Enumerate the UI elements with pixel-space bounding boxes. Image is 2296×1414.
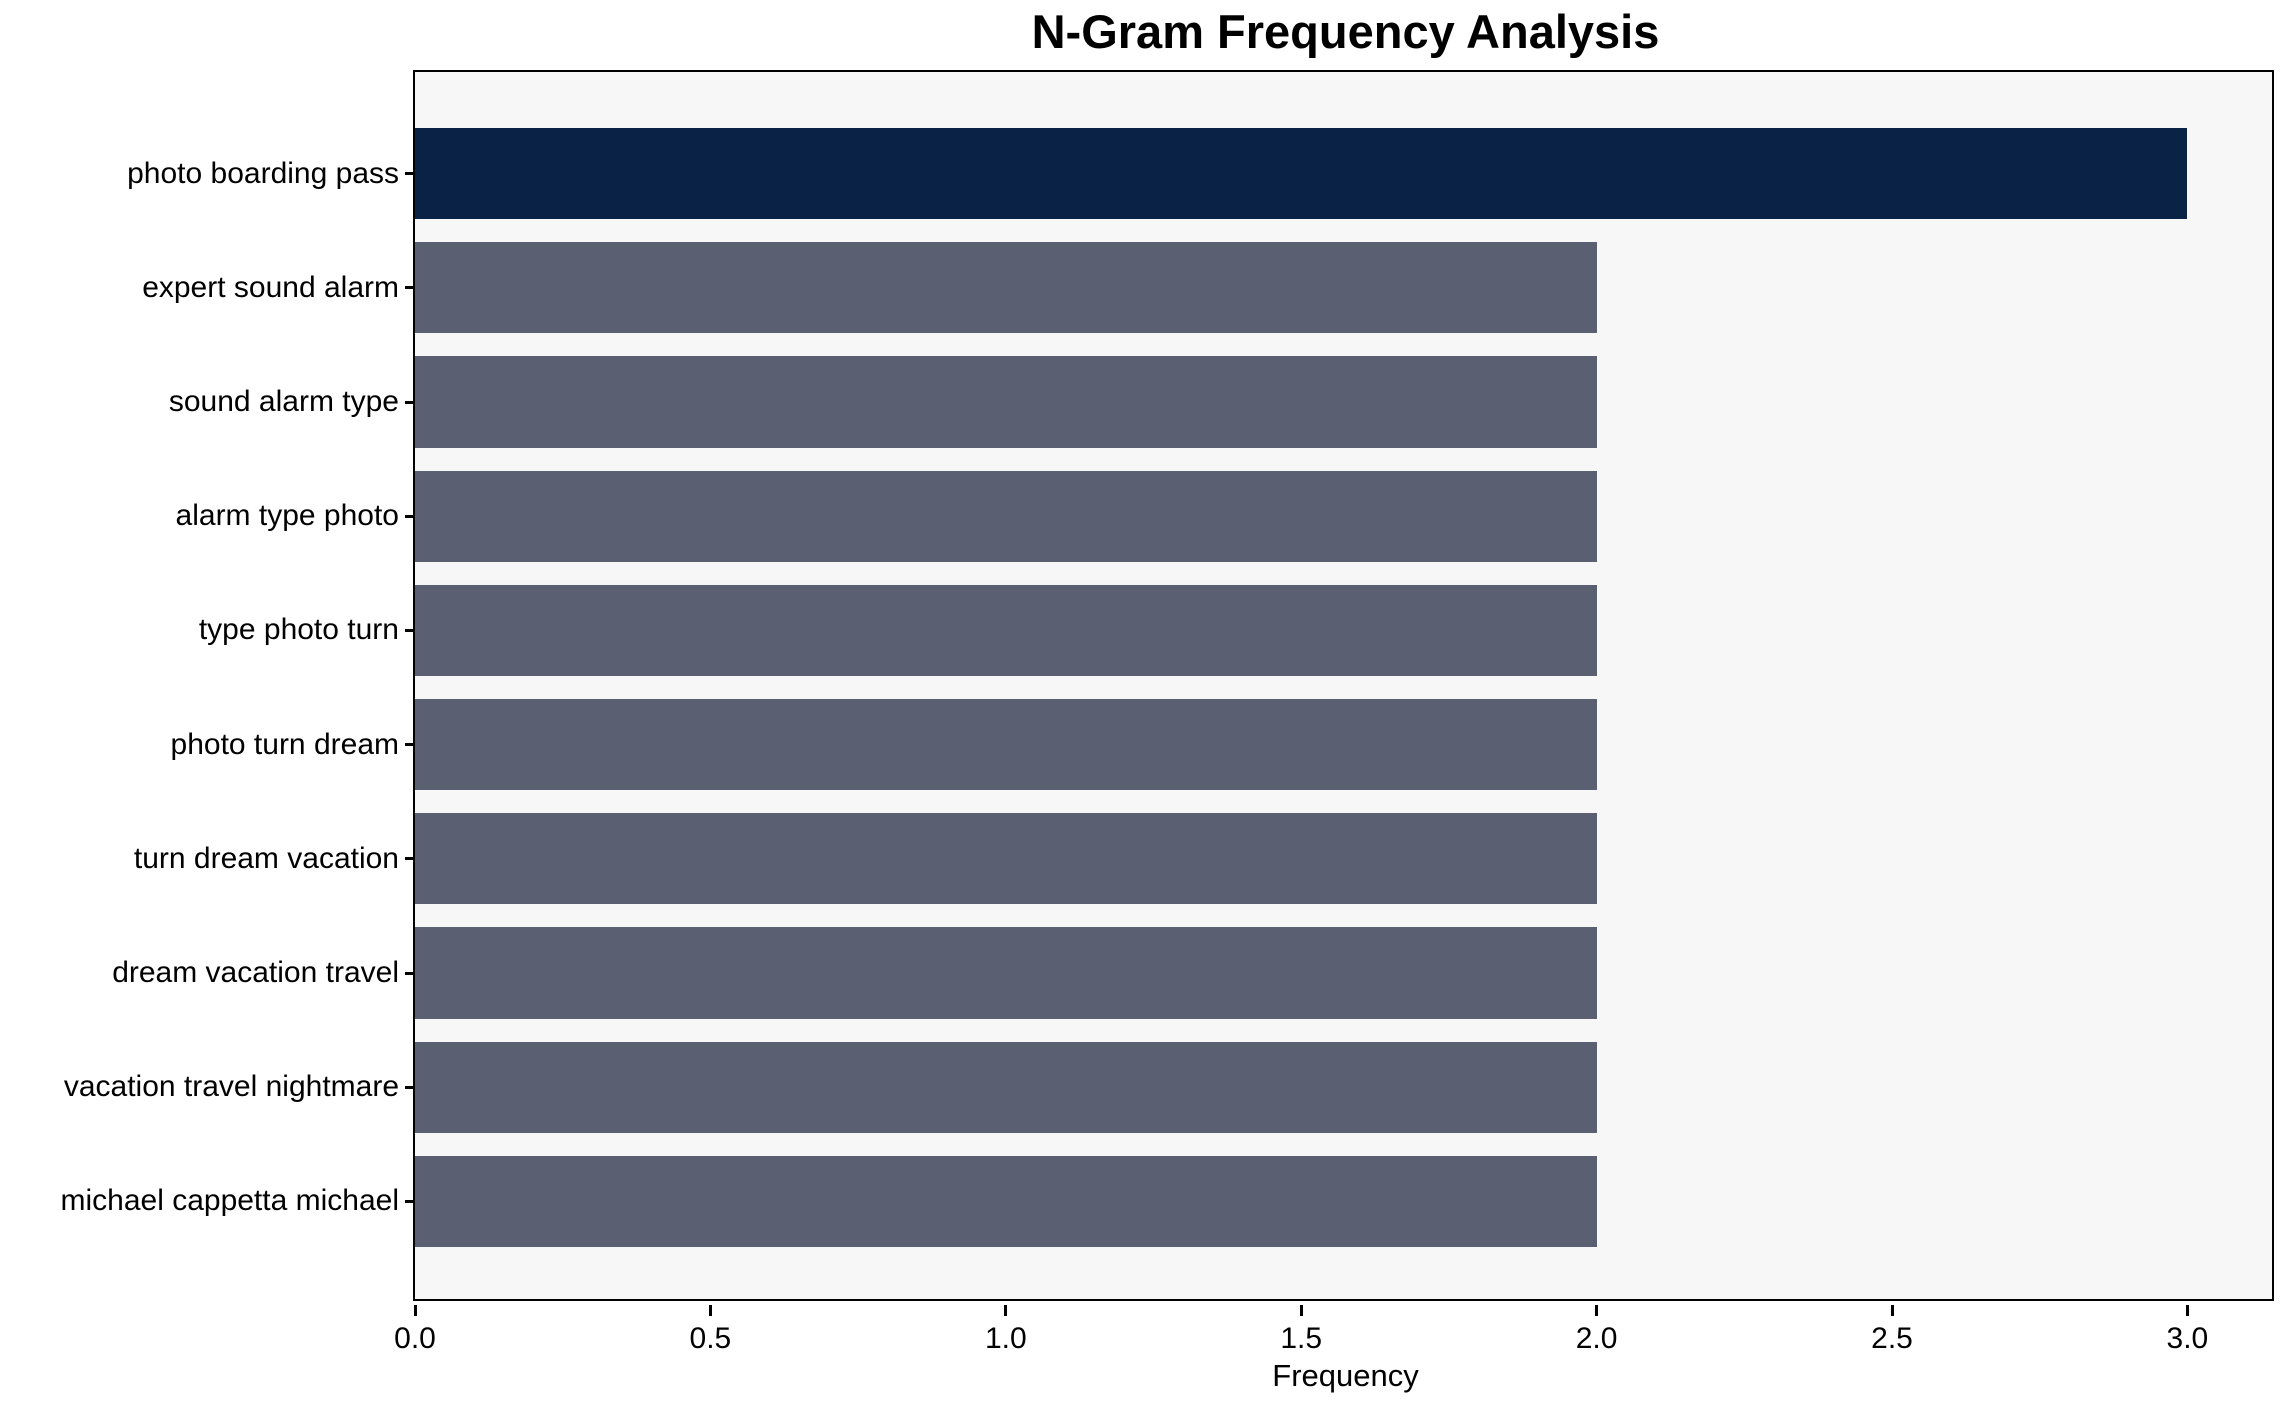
y-tick-mark <box>405 1085 415 1089</box>
x-tick-label: 2.0 <box>1575 1322 1618 1355</box>
plot-area <box>413 70 2274 1301</box>
y-tick-label: alarm type photo <box>175 499 399 533</box>
bar-expert-sound-alarm <box>415 242 1597 334</box>
y-tick-label: turn dream vacation <box>133 841 399 875</box>
x-tick-mark <box>1299 1305 1303 1316</box>
x-tick-mark <box>1004 1305 1008 1316</box>
y-tick-label: photo boarding pass <box>127 156 399 190</box>
x-tick-mark <box>2185 1305 2189 1316</box>
x-axis-title: Frequency <box>1272 1358 1419 1393</box>
y-tick-mark <box>405 514 415 518</box>
x-tick-mark <box>1890 1305 1894 1316</box>
x-tick-label: 3.0 <box>2166 1322 2209 1355</box>
bar-michael-cappetta-michael <box>415 1155 1597 1248</box>
x-tick-label: 1.0 <box>984 1322 1027 1355</box>
y-tick-mark <box>405 1199 415 1203</box>
y-tick-mark <box>405 286 415 290</box>
bar-photo-turn-dream <box>415 698 1597 791</box>
y-tick-label: vacation travel nightmare <box>63 1070 399 1104</box>
y-tick-mark <box>405 971 415 975</box>
x-tick-mark <box>1595 1305 1599 1316</box>
bar-vacation-travel-nightmare <box>415 1041 1597 1133</box>
y-tick-label: expert sound alarm <box>142 270 399 304</box>
x-tick-mark <box>708 1305 712 1316</box>
y-tick-label: photo turn dream <box>170 727 399 761</box>
bar-turn-dream-vacation <box>415 813 1597 905</box>
bar-photo-boarding-pass <box>415 128 2188 220</box>
bar-sound-alarm-type <box>415 356 1597 448</box>
x-tick-label: 1.5 <box>1280 1322 1323 1355</box>
y-tick-label: michael cappetta michael <box>60 1184 399 1218</box>
bar-dream-vacation-travel <box>415 927 1597 1019</box>
chart-title: N-Gram Frequency Analysis <box>1031 5 1660 58</box>
x-tick-label: 0.5 <box>689 1322 732 1355</box>
y-tick-mark <box>405 400 415 404</box>
x-tick-label: 2.5 <box>1871 1322 1913 1355</box>
y-tick-mark <box>405 743 415 747</box>
bar-type-photo-turn <box>415 584 1597 677</box>
y-tick-label: dream vacation travel <box>112 956 399 989</box>
y-tick-mark <box>405 172 415 176</box>
y-tick-label: type photo turn <box>198 613 399 647</box>
x-tick-mark <box>413 1305 417 1316</box>
y-tick-label: sound alarm type <box>168 385 399 418</box>
bar-alarm-type-photo <box>415 470 1597 562</box>
y-tick-mark <box>405 628 415 632</box>
y-tick-mark <box>405 857 415 861</box>
x-tick-label: 0.0 <box>394 1322 436 1355</box>
